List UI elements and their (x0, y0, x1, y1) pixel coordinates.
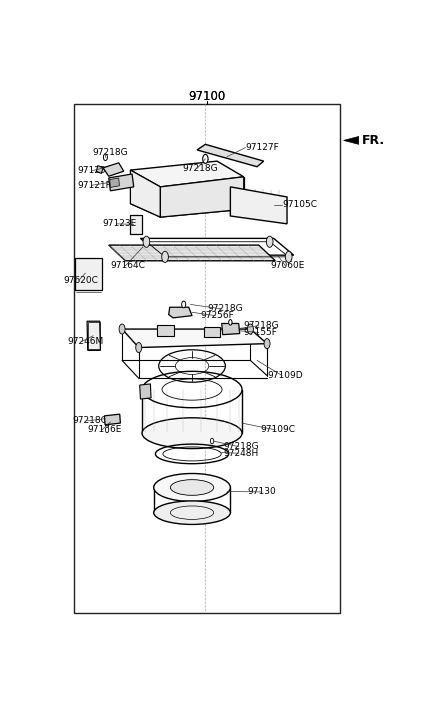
Polygon shape (230, 187, 287, 224)
Text: 97100: 97100 (188, 89, 226, 103)
Circle shape (264, 339, 270, 349)
Text: FR.: FR. (362, 134, 385, 147)
Polygon shape (109, 174, 134, 190)
Text: 97256F: 97256F (200, 311, 234, 320)
Circle shape (203, 154, 208, 164)
Text: 97155F: 97155F (244, 328, 278, 337)
Bar (88, 322, 100, 349)
Circle shape (210, 438, 214, 443)
Text: 97218G: 97218G (72, 417, 108, 425)
Circle shape (105, 427, 109, 433)
Text: 97121F: 97121F (77, 181, 111, 190)
Circle shape (103, 154, 108, 161)
Ellipse shape (170, 480, 214, 495)
Circle shape (286, 252, 292, 262)
Text: 97218G: 97218G (92, 148, 128, 157)
Text: 97176E: 97176E (87, 425, 121, 434)
Text: 97620C: 97620C (64, 276, 98, 285)
Circle shape (143, 236, 150, 247)
Polygon shape (204, 327, 220, 337)
Text: 97218G: 97218G (244, 321, 280, 330)
Polygon shape (104, 414, 120, 425)
Polygon shape (160, 177, 244, 217)
Text: 97218G: 97218G (207, 305, 243, 313)
Text: 97248H: 97248H (224, 449, 259, 458)
Polygon shape (344, 137, 359, 145)
Text: 97109C: 97109C (261, 425, 295, 434)
Circle shape (266, 236, 273, 247)
Polygon shape (109, 245, 275, 261)
Text: 97218G: 97218G (224, 442, 259, 451)
Polygon shape (87, 321, 101, 350)
Text: 97060E: 97060E (270, 261, 305, 270)
Text: 97109D: 97109D (267, 371, 303, 380)
Circle shape (162, 252, 169, 262)
Circle shape (119, 324, 125, 334)
Text: 97105C: 97105C (282, 201, 317, 209)
Polygon shape (103, 163, 124, 176)
Polygon shape (122, 329, 267, 348)
Polygon shape (130, 215, 142, 235)
Ellipse shape (142, 418, 242, 449)
Polygon shape (75, 258, 102, 290)
Text: 97125F: 97125F (77, 166, 111, 175)
Text: 97100: 97100 (188, 89, 226, 103)
Ellipse shape (154, 501, 230, 524)
Circle shape (136, 342, 142, 353)
Polygon shape (197, 145, 264, 166)
Circle shape (182, 301, 186, 308)
Text: 97246M: 97246M (67, 337, 103, 346)
Circle shape (229, 320, 232, 325)
Text: 97164C: 97164C (111, 261, 145, 270)
Polygon shape (130, 170, 160, 217)
Polygon shape (140, 238, 294, 255)
Text: 97218G: 97218G (182, 164, 218, 173)
Text: 97123E: 97123E (102, 220, 136, 228)
Text: 97130: 97130 (247, 488, 276, 497)
Ellipse shape (154, 473, 230, 502)
Polygon shape (222, 324, 240, 334)
Bar (74, 104, 341, 614)
Polygon shape (157, 325, 174, 337)
Circle shape (247, 324, 253, 334)
Polygon shape (110, 178, 120, 188)
Polygon shape (130, 161, 244, 187)
Polygon shape (169, 308, 192, 318)
Polygon shape (96, 166, 103, 174)
Polygon shape (140, 384, 151, 399)
Text: 97127F: 97127F (246, 143, 279, 152)
